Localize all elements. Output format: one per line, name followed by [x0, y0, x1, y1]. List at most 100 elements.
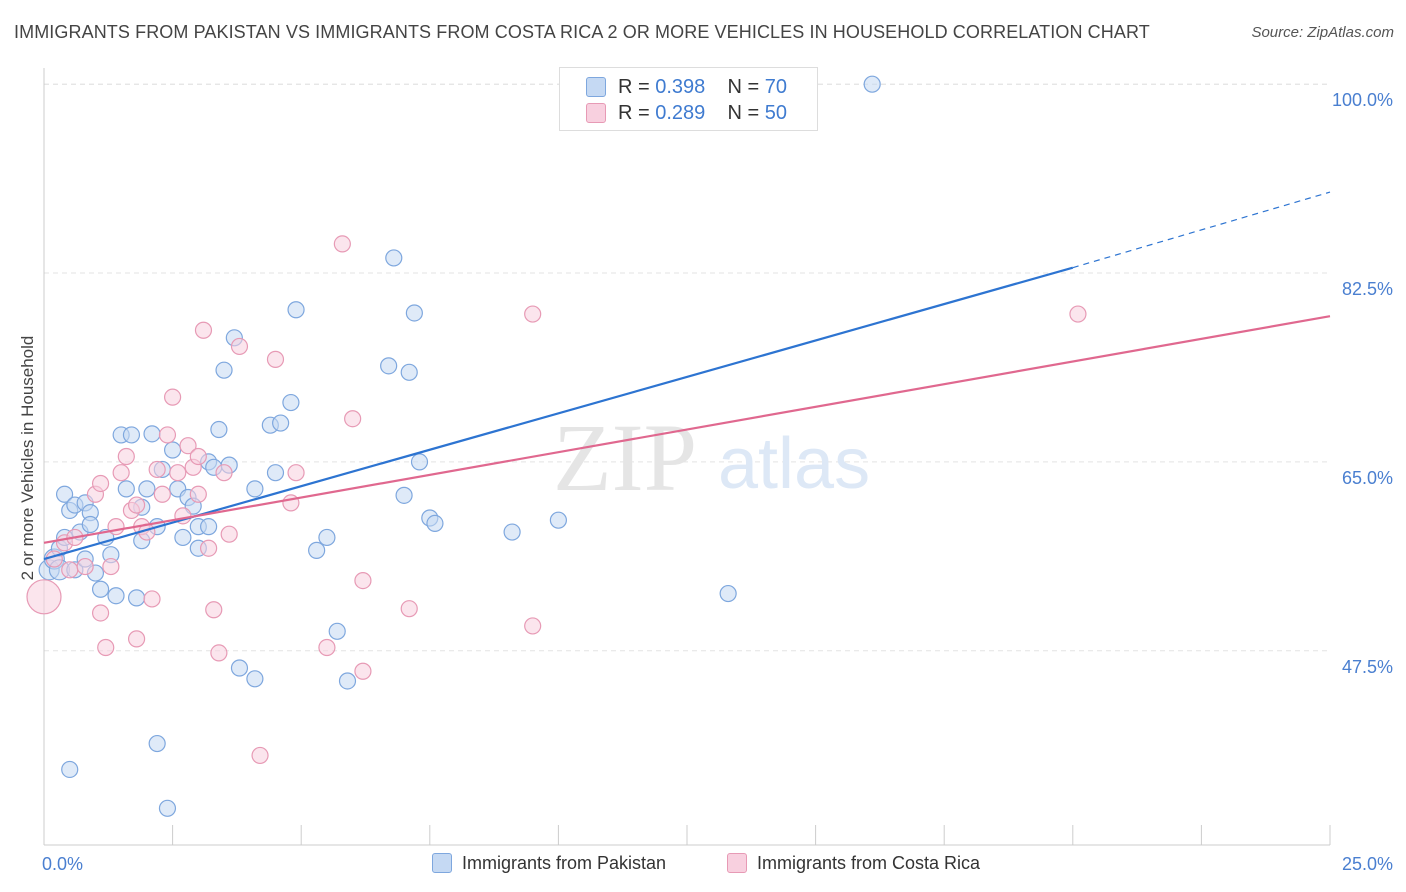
point-costa-rica [26, 579, 62, 615]
point-pakistan [91, 580, 110, 598]
point-pakistan [380, 357, 398, 375]
point-costa-rica [220, 525, 238, 543]
correlation-legend: R = 0.398 N = 70 R = 0.289 N = 50 [559, 67, 818, 131]
point-costa-rica [158, 426, 177, 444]
chart-title: IMMIGRANTS FROM PAKISTAN VS IMMIGRANTS F… [14, 22, 1150, 42]
point-pakistan [410, 453, 429, 471]
point-pakistan [81, 515, 99, 534]
series-swatch-costa-rica [727, 853, 747, 873]
x-tick-label: 25.0% [1342, 854, 1393, 874]
legend-r-value-costa-rica: 0.289 [655, 102, 706, 124]
point-pakistan [164, 441, 182, 459]
point-costa-rica [91, 474, 110, 493]
point-pakistan [549, 511, 568, 529]
series-swatch-pakistan [432, 853, 452, 873]
point-pakistan [200, 518, 218, 536]
point-pakistan [246, 480, 264, 498]
y-tick-label: 82.5% [1342, 279, 1393, 299]
point-costa-rica [97, 638, 115, 657]
point-pakistan [138, 480, 156, 498]
point-costa-rica [117, 447, 135, 466]
point-pakistan [158, 799, 177, 817]
x-tick-label: 0.0% [42, 854, 83, 874]
point-costa-rica [524, 617, 542, 635]
point-pakistan [143, 425, 161, 443]
source-credit: Source: ZipAtlas.com [1251, 24, 1394, 41]
axes [43, 68, 1331, 846]
point-costa-rica [200, 539, 218, 557]
trend-extension-pakistan [1072, 191, 1331, 269]
watermark: ZIP atlas [553, 404, 870, 511]
point-pakistan [230, 659, 249, 677]
legend-n-label: N = [727, 76, 760, 98]
point-costa-rica [344, 410, 362, 428]
trend-line-costa-rica [43, 315, 1331, 544]
point-pakistan [215, 361, 233, 379]
point-costa-rica [318, 638, 336, 657]
point-pakistan [272, 414, 290, 432]
point-costa-rica [153, 485, 171, 503]
point-costa-rica [524, 305, 542, 323]
point-costa-rica [287, 464, 305, 482]
point-pakistan [338, 672, 357, 690]
legend-n-value-pakistan: 70 [764, 76, 788, 98]
point-costa-rica [251, 746, 269, 765]
legend-r-value-pakistan: 0.398 [655, 76, 706, 98]
point-pakistan [127, 589, 146, 607]
trend-line-pakistan [43, 266, 1074, 561]
point-costa-rica [127, 630, 146, 648]
y-tick-label: 47.5% [1342, 657, 1393, 677]
trend-lines [43, 191, 1331, 561]
point-pakistan [503, 523, 521, 541]
series-label-costa-rica: Immigrants from Costa Rica [757, 853, 981, 873]
point-costa-rica [194, 321, 213, 339]
point-pakistan [308, 541, 326, 559]
point-pakistan [328, 622, 346, 640]
point-pakistan [148, 734, 166, 753]
point-costa-rica [266, 350, 285, 368]
point-costa-rica [230, 337, 249, 356]
point-pakistan [405, 304, 423, 322]
point-costa-rica [164, 388, 182, 406]
legend-r-label: R = [618, 102, 650, 124]
point-costa-rica [112, 464, 130, 482]
point-costa-rica [354, 662, 372, 680]
point-pakistan [395, 486, 413, 504]
point-pakistan [117, 480, 135, 498]
point-pakistan [400, 363, 418, 381]
point-costa-rica [205, 601, 223, 619]
point-costa-rica [143, 590, 161, 608]
y-tick-label: 65.0% [1342, 468, 1393, 488]
point-pakistan [246, 670, 264, 688]
legend-n-label: N = [727, 102, 760, 124]
point-costa-rica [210, 644, 228, 662]
point-costa-rica [148, 460, 166, 479]
point-pakistan [55, 485, 74, 503]
grid-lines [44, 83, 1330, 652]
point-costa-rica [127, 496, 146, 514]
point-costa-rica [76, 557, 94, 576]
point-costa-rica [102, 557, 120, 576]
point-pakistan [287, 301, 305, 319]
point-pakistan [210, 420, 228, 439]
point-costa-rica [1069, 305, 1087, 323]
point-pakistan [266, 464, 285, 482]
point-pakistan [318, 528, 336, 547]
point-costa-rica [189, 447, 207, 466]
point-pakistan [282, 393, 300, 412]
point-costa-rica [400, 600, 418, 618]
legend-r-label: R = [618, 76, 650, 98]
tick-labels: 47.5% 65.0% 82.5% 100.0% 0.0% 25.0% [42, 90, 1393, 874]
series-label-pakistan: Immigrants from Pakistan [462, 853, 667, 873]
point-costa-rica [333, 235, 351, 253]
point-costa-rica [354, 572, 372, 590]
point-costa-rica [215, 464, 233, 482]
legend-swatch-costa-rica [586, 103, 606, 123]
point-pakistan [426, 514, 444, 533]
point-pakistan [719, 584, 737, 603]
point-pakistan [174, 528, 192, 547]
point-pakistan [863, 75, 881, 93]
y-tick-label: 100.0% [1332, 90, 1393, 110]
point-costa-rica [179, 437, 197, 455]
